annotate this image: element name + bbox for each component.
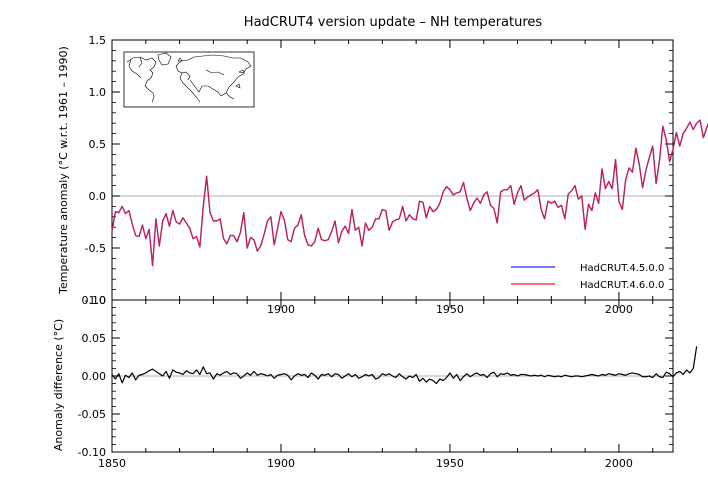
y-tick-label: -0.05 bbox=[78, 408, 106, 421]
y-tick-label: 0.00 bbox=[82, 370, 107, 383]
x-tick-label: 1950 bbox=[436, 457, 464, 470]
x-tick-label: 1900 bbox=[267, 303, 295, 316]
inset-world-map bbox=[123, 51, 255, 108]
legend: HadCRUT.4.5.0.0 HadCRUT.4.6.0.0 bbox=[511, 263, 664, 291]
difference-panel: -0.10-0.050.000.050.10 1850 1900 1950 2000 … bbox=[52, 294, 698, 470]
y-tick-label: 0.10 bbox=[82, 294, 107, 307]
y-tick-label: 1.0 bbox=[89, 86, 107, 99]
y-tick-label: 0.05 bbox=[82, 332, 107, 345]
y-tick-label: -1.0 bbox=[85, 294, 106, 307]
series-line-4-5-0-0 bbox=[111, 119, 708, 267]
y-tick-label: 0.0 bbox=[89, 190, 107, 203]
bottom-series-lines bbox=[111, 346, 698, 385]
y-tick-label: -0.10 bbox=[78, 446, 106, 459]
bottom-y-axis-title: Anomaly difference (°C) bbox=[52, 319, 65, 451]
bottom-x-axis: 1850 1900 1950 2000 bbox=[98, 300, 654, 470]
chart-title: HadCRUT4 version update – NH temperature… bbox=[244, 15, 543, 30]
x-tick-label: 1900 bbox=[267, 457, 295, 470]
y-tick-label: -0.5 bbox=[85, 242, 106, 255]
top-y-axis: -1.0 -0.5 0.0 0.5 1.0 1.5 bbox=[85, 34, 673, 307]
y-tick-label: 1.5 bbox=[89, 34, 107, 47]
legend-label-4-5: HadCRUT.4.5.0.0 bbox=[580, 263, 664, 274]
x-tick-label: 1950 bbox=[436, 303, 464, 316]
top-y-axis-title: Temperature anomaly (°C w.r.t. 1961 – 19… bbox=[57, 46, 70, 295]
x-tick-label: 1850 bbox=[98, 457, 126, 470]
y-tick-label: 0.5 bbox=[89, 138, 107, 151]
top-series-lines bbox=[111, 119, 708, 267]
difference-series-line bbox=[111, 346, 698, 385]
temperature-panel: -1.0 -0.5 0.0 0.5 1.0 1.5 1900 1950 2000 bbox=[57, 34, 708, 316]
x-tick-label: 2000 bbox=[605, 457, 633, 470]
top-x-axis: 1900 1950 2000 bbox=[111, 40, 654, 316]
legend-label-4-6: HadCRUT.4.6.0.0 bbox=[580, 280, 664, 291]
bottom-y-axis: -0.10 -0.05 0.00 0.05 0.10 bbox=[78, 294, 673, 459]
x-tick-label: 2000 bbox=[605, 303, 633, 316]
series-line-4-6-0-0 bbox=[111, 119, 708, 267]
